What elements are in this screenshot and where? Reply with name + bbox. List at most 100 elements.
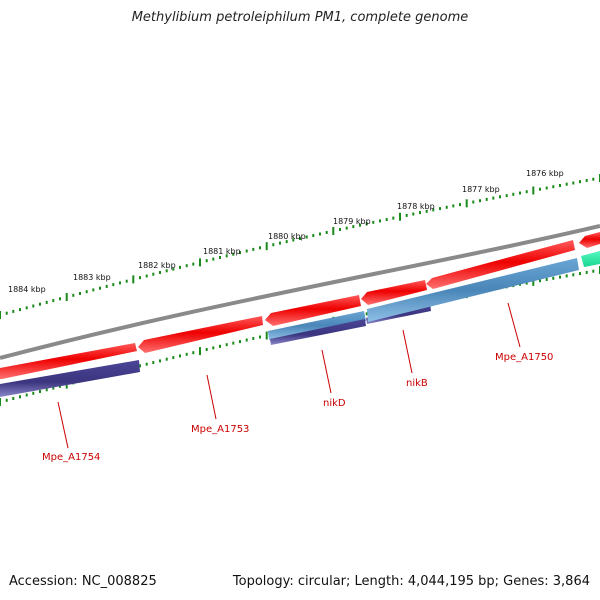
scale-label-1879: 1879 kbp xyxy=(333,217,371,226)
gene-forward-2[interactable] xyxy=(138,316,263,353)
gene-label-mpe-a1753[interactable]: Mpe_A1753 xyxy=(191,424,249,435)
outer-minor-tick xyxy=(272,243,275,247)
outer-minor-tick xyxy=(552,185,555,189)
outer-minor-tick xyxy=(592,177,595,181)
outer-major-tick xyxy=(332,227,335,235)
outer-major-tick xyxy=(65,293,68,301)
outer-minor-tick xyxy=(439,207,441,211)
gene-forward-1[interactable] xyxy=(0,343,137,379)
inner-minor-tick xyxy=(565,274,568,278)
inner-minor-tick xyxy=(159,359,161,363)
outer-major-tick xyxy=(0,311,1,319)
inner-minor-tick xyxy=(259,335,261,339)
outer-minor-tick xyxy=(479,199,481,203)
gene-label-nikd[interactable]: nikD xyxy=(323,398,346,409)
inner-minor-tick xyxy=(5,398,8,402)
gene-reverse-2[interactable] xyxy=(268,311,366,340)
outer-minor-tick xyxy=(392,216,395,220)
outer-minor-tick xyxy=(112,283,115,287)
outer-minor-tick xyxy=(159,271,161,274)
outer-major-tick xyxy=(132,275,135,284)
gene-forward-4[interactable] xyxy=(361,280,427,305)
outer-minor-tick xyxy=(239,251,241,255)
outer-minor-tick xyxy=(385,218,388,221)
gene-label-nikb[interactable]: nikB xyxy=(406,378,428,389)
outer-minor-tick xyxy=(139,276,141,280)
inner-minor-tick xyxy=(59,384,61,388)
inner-minor-tick xyxy=(225,343,228,347)
inner-major-tick xyxy=(532,277,535,286)
inner-minor-tick xyxy=(165,357,168,361)
scale-label-1876: 1876 kbp xyxy=(526,169,564,178)
gene-forward-6[interactable] xyxy=(579,232,600,248)
outer-minor-tick xyxy=(59,297,61,301)
inner-minor-tick xyxy=(579,272,581,276)
outer-minor-tick xyxy=(99,286,101,290)
outer-minor-tick xyxy=(79,292,81,295)
outer-minor-tick xyxy=(252,247,255,251)
outer-minor-tick xyxy=(359,223,361,227)
outer-minor-tick xyxy=(192,262,195,266)
outer-major-tick xyxy=(399,212,401,221)
outer-minor-tick xyxy=(19,308,21,312)
outer-minor-tick xyxy=(85,290,88,294)
outer-minor-tick xyxy=(125,279,128,283)
outer-minor-tick xyxy=(172,267,175,271)
inner-minor-tick xyxy=(185,352,188,356)
gene-reverse-5[interactable] xyxy=(367,258,579,322)
gene-forward-3[interactable] xyxy=(265,295,361,326)
genome-summary-text: Topology: circular; Length: 4,044,195 bp… xyxy=(232,574,590,589)
outer-tick-track xyxy=(0,174,600,319)
outer-minor-tick xyxy=(339,228,341,231)
inner-minor-tick xyxy=(192,351,195,355)
outer-minor-tick xyxy=(232,252,235,256)
inner-minor-tick xyxy=(212,346,215,350)
gene-reverse-3[interactable] xyxy=(270,319,366,345)
outer-minor-tick xyxy=(379,219,381,223)
outer-minor-tick xyxy=(292,238,295,242)
inner-minor-tick xyxy=(179,354,181,358)
outer-minor-tick xyxy=(365,222,368,226)
outer-minor-tick xyxy=(52,299,55,303)
scale-label-1883: 1883 kbp xyxy=(73,273,111,282)
outer-minor-tick xyxy=(559,184,561,187)
gene-teal-1[interactable] xyxy=(581,251,600,267)
gene-label-mpe-a1754[interactable]: Mpe_A1754 xyxy=(42,452,100,463)
gene-label-mpe-a1750[interactable]: Mpe_A1750 xyxy=(495,352,553,363)
outer-minor-tick xyxy=(165,269,168,273)
gene-reverse-1[interactable] xyxy=(0,360,140,397)
outer-minor-tick xyxy=(459,203,461,207)
outer-minor-tick xyxy=(92,288,95,292)
outer-minor-tick xyxy=(525,190,528,194)
outer-minor-tick xyxy=(5,311,8,315)
outer-minor-tick xyxy=(119,281,121,285)
inner-minor-tick xyxy=(19,395,21,399)
scale-label-1882: 1882 kbp xyxy=(138,261,176,270)
outer-minor-tick xyxy=(405,213,408,217)
outer-minor-tick xyxy=(319,232,321,236)
outer-minor-tick xyxy=(285,240,288,244)
inner-minor-tick xyxy=(39,390,41,393)
inner-minor-tick xyxy=(539,279,541,283)
outer-minor-tick xyxy=(572,181,575,185)
inner-minor-tick xyxy=(12,397,15,400)
outer-minor-tick xyxy=(372,220,375,224)
inner-minor-tick xyxy=(559,275,561,279)
inner-minor-tick xyxy=(552,276,555,280)
inner-minor-tick xyxy=(245,338,248,342)
scale-label-1877: 1877 kbp xyxy=(462,185,500,194)
inner-minor-tick xyxy=(32,391,35,395)
scale-label-1881: 1881 kbp xyxy=(203,247,241,256)
outer-minor-tick xyxy=(12,309,15,313)
inner-minor-tick xyxy=(252,337,255,340)
inner-minor-tick xyxy=(232,341,235,345)
map-title: Methylibium petroleiphilum PM1, complete… xyxy=(131,10,469,25)
outer-minor-tick xyxy=(245,249,248,253)
outer-minor-tick xyxy=(472,200,475,204)
outer-minor-tick xyxy=(205,259,208,263)
outer-minor-tick xyxy=(185,264,188,268)
outer-minor-tick xyxy=(305,235,308,239)
outer-minor-tick xyxy=(419,211,421,215)
gene-forward-5[interactable] xyxy=(426,240,575,289)
